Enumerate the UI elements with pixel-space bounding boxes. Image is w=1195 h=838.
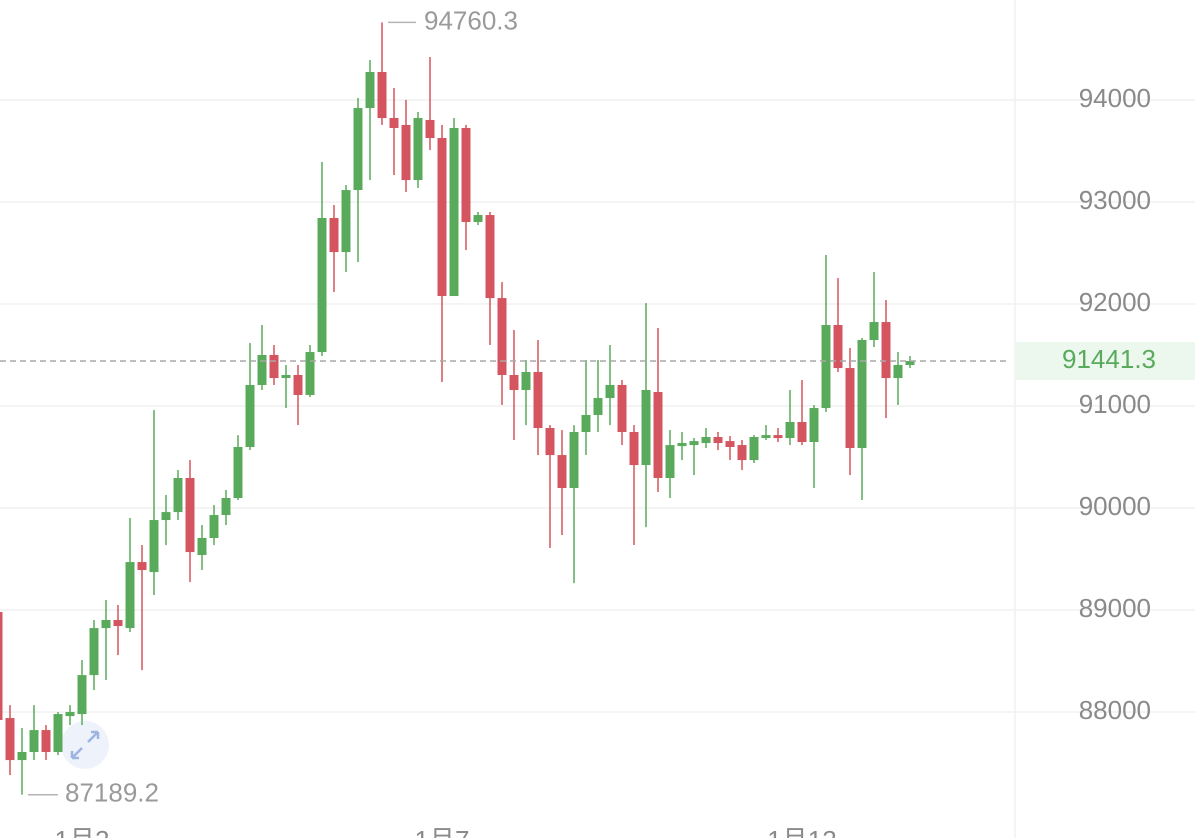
low-label: 87189.2 [65,778,159,808]
candle-body [293,374,303,395]
candle-body [77,675,87,715]
candle-body [173,478,183,513]
candle-body [305,352,315,395]
y-tick-label: 91000 [1079,389,1151,419]
candle-body [473,215,483,222]
candle-body [269,354,279,379]
y-tick-label: 90000 [1079,491,1151,521]
candle-body [113,620,123,627]
y-tick-label: 88000 [1079,695,1151,725]
candle-body [461,128,471,222]
candle-body [509,374,519,390]
candle-body [0,612,3,720]
candle-body [881,322,891,379]
candle-body [197,537,207,556]
candle-body [437,138,447,297]
candle-body [329,217,339,253]
candle-body [677,443,687,447]
expand-icon[interactable] [61,721,109,769]
candle-body [185,478,195,553]
candle-body [377,72,387,119]
candle-body [689,441,699,446]
candle-body [257,354,267,385]
candle-body [533,372,543,429]
candle-body [233,447,243,499]
candle-body [89,628,99,676]
candle-body [125,562,135,629]
x-tick-label: 1月12 [767,825,836,838]
candle-body [701,437,711,444]
candle-body [245,384,255,448]
y-tick-label: 94000 [1079,83,1151,113]
candle-body [665,445,675,479]
candle-body [341,190,351,253]
candle-body [449,128,459,297]
candle-body [629,432,639,466]
candle-body [389,118,399,129]
candle-body [785,422,795,439]
y-tick-label: 93000 [1079,185,1151,215]
candle-body [401,124,411,181]
candle-body [317,217,327,353]
candle-body [353,108,363,191]
expand-icon-arrows[interactable] [70,730,100,760]
candle-body [617,384,627,433]
high-label: 94760.3 [424,5,518,35]
candle-body [17,752,27,761]
candle-body [221,498,231,516]
candle-body [101,620,111,629]
y-tick-label: 92000 [1079,287,1151,317]
candle-body [581,414,591,433]
candle-body [809,408,819,443]
candle-body [65,712,75,717]
x-tick-label: 1月7 [415,825,470,838]
candle-body [833,324,843,369]
candle-body [281,374,291,379]
candle-body [209,515,219,538]
candle-body [5,718,15,761]
candle-body [845,368,855,449]
candle-body [425,119,435,139]
candle-body [161,512,171,521]
last-price-label: 91441.3 [1062,344,1156,374]
candle-body [521,372,531,390]
last-price-box [1016,341,1195,380]
candle-body [545,428,555,456]
candle-body [641,389,651,466]
candle-body [821,324,831,409]
candle-body [797,422,807,443]
candle-body [725,441,735,448]
candle-body [773,435,783,439]
x-tick-label: 1月2 [55,825,110,838]
candle-body [905,360,915,365]
candle-body [29,730,39,753]
candle-body [713,437,723,444]
candle-body [869,322,879,340]
candle-body [605,384,615,399]
candle-body [749,437,759,461]
y-tick-label: 89000 [1079,593,1151,623]
candle-body [137,562,147,571]
candle-body [737,445,747,461]
candle-body [593,398,603,415]
candle-body [485,215,495,299]
candle-body [497,298,507,375]
candle-body [557,455,567,489]
candle-body [413,118,423,181]
candle-body [653,392,663,479]
candle-body [569,432,579,489]
candle-body [149,520,159,573]
candle-body [53,714,63,753]
expand-icon-bg[interactable] [61,721,109,769]
candle-body [857,339,867,449]
candle-body [893,364,903,379]
candle-body [761,435,771,439]
candle-body [365,72,375,109]
candle-body [41,730,51,753]
